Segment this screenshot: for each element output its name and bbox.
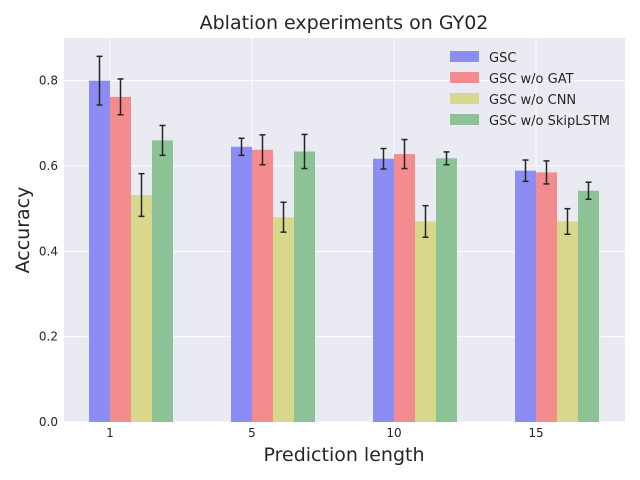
bar	[436, 158, 457, 422]
bars-group	[89, 80, 599, 423]
y-tick-labels: 0.0 0.2 0.4 0.6 0.8	[39, 74, 58, 429]
legend-swatch	[450, 51, 479, 62]
y-axis-label: Accuracy	[12, 187, 34, 274]
legend-label: GSC	[489, 51, 516, 66]
x-tick-labels: 1 5 10 15	[106, 426, 543, 440]
y-tick-label: 0.8	[39, 74, 58, 88]
bar	[373, 158, 394, 422]
bar	[515, 170, 536, 422]
bar	[131, 195, 152, 422]
legend: GSC GSC w/o GAT GSC w/o CNN GSC w/o SkipLST…	[450, 51, 610, 129]
bar	[536, 172, 557, 422]
y-tick-label: 0.4	[39, 244, 58, 258]
x-tick-label: 15	[528, 426, 543, 440]
y-tick-label: 0.0	[39, 415, 58, 429]
error-bars-group	[96, 55, 592, 239]
x-tick-label: 1	[106, 426, 114, 440]
bar	[394, 154, 415, 422]
bar	[578, 190, 599, 422]
legend-swatch	[450, 114, 479, 125]
y-tick-label: 0.6	[39, 159, 58, 173]
legend-swatch	[450, 93, 479, 104]
chart-title: Ablation experiments on GY02	[200, 12, 489, 34]
bar	[273, 217, 294, 422]
x-tick-label: 10	[386, 426, 401, 440]
bar	[231, 146, 252, 423]
bar	[89, 80, 110, 423]
bar	[152, 140, 173, 422]
bar	[252, 149, 273, 422]
legend-swatch	[450, 72, 479, 83]
bar	[294, 151, 315, 422]
legend-label: GSC w/o GAT	[489, 72, 574, 87]
bar	[557, 221, 578, 422]
legend-label: GSC w/o CNN	[489, 93, 576, 108]
y-tick-label: 0.2	[39, 330, 58, 344]
x-axis-label: Prediction length	[264, 444, 425, 466]
bar	[110, 96, 131, 422]
bar	[415, 221, 436, 422]
x-tick-label: 5	[248, 426, 256, 440]
legend-label: GSC w/o SkipLSTM	[489, 114, 610, 129]
